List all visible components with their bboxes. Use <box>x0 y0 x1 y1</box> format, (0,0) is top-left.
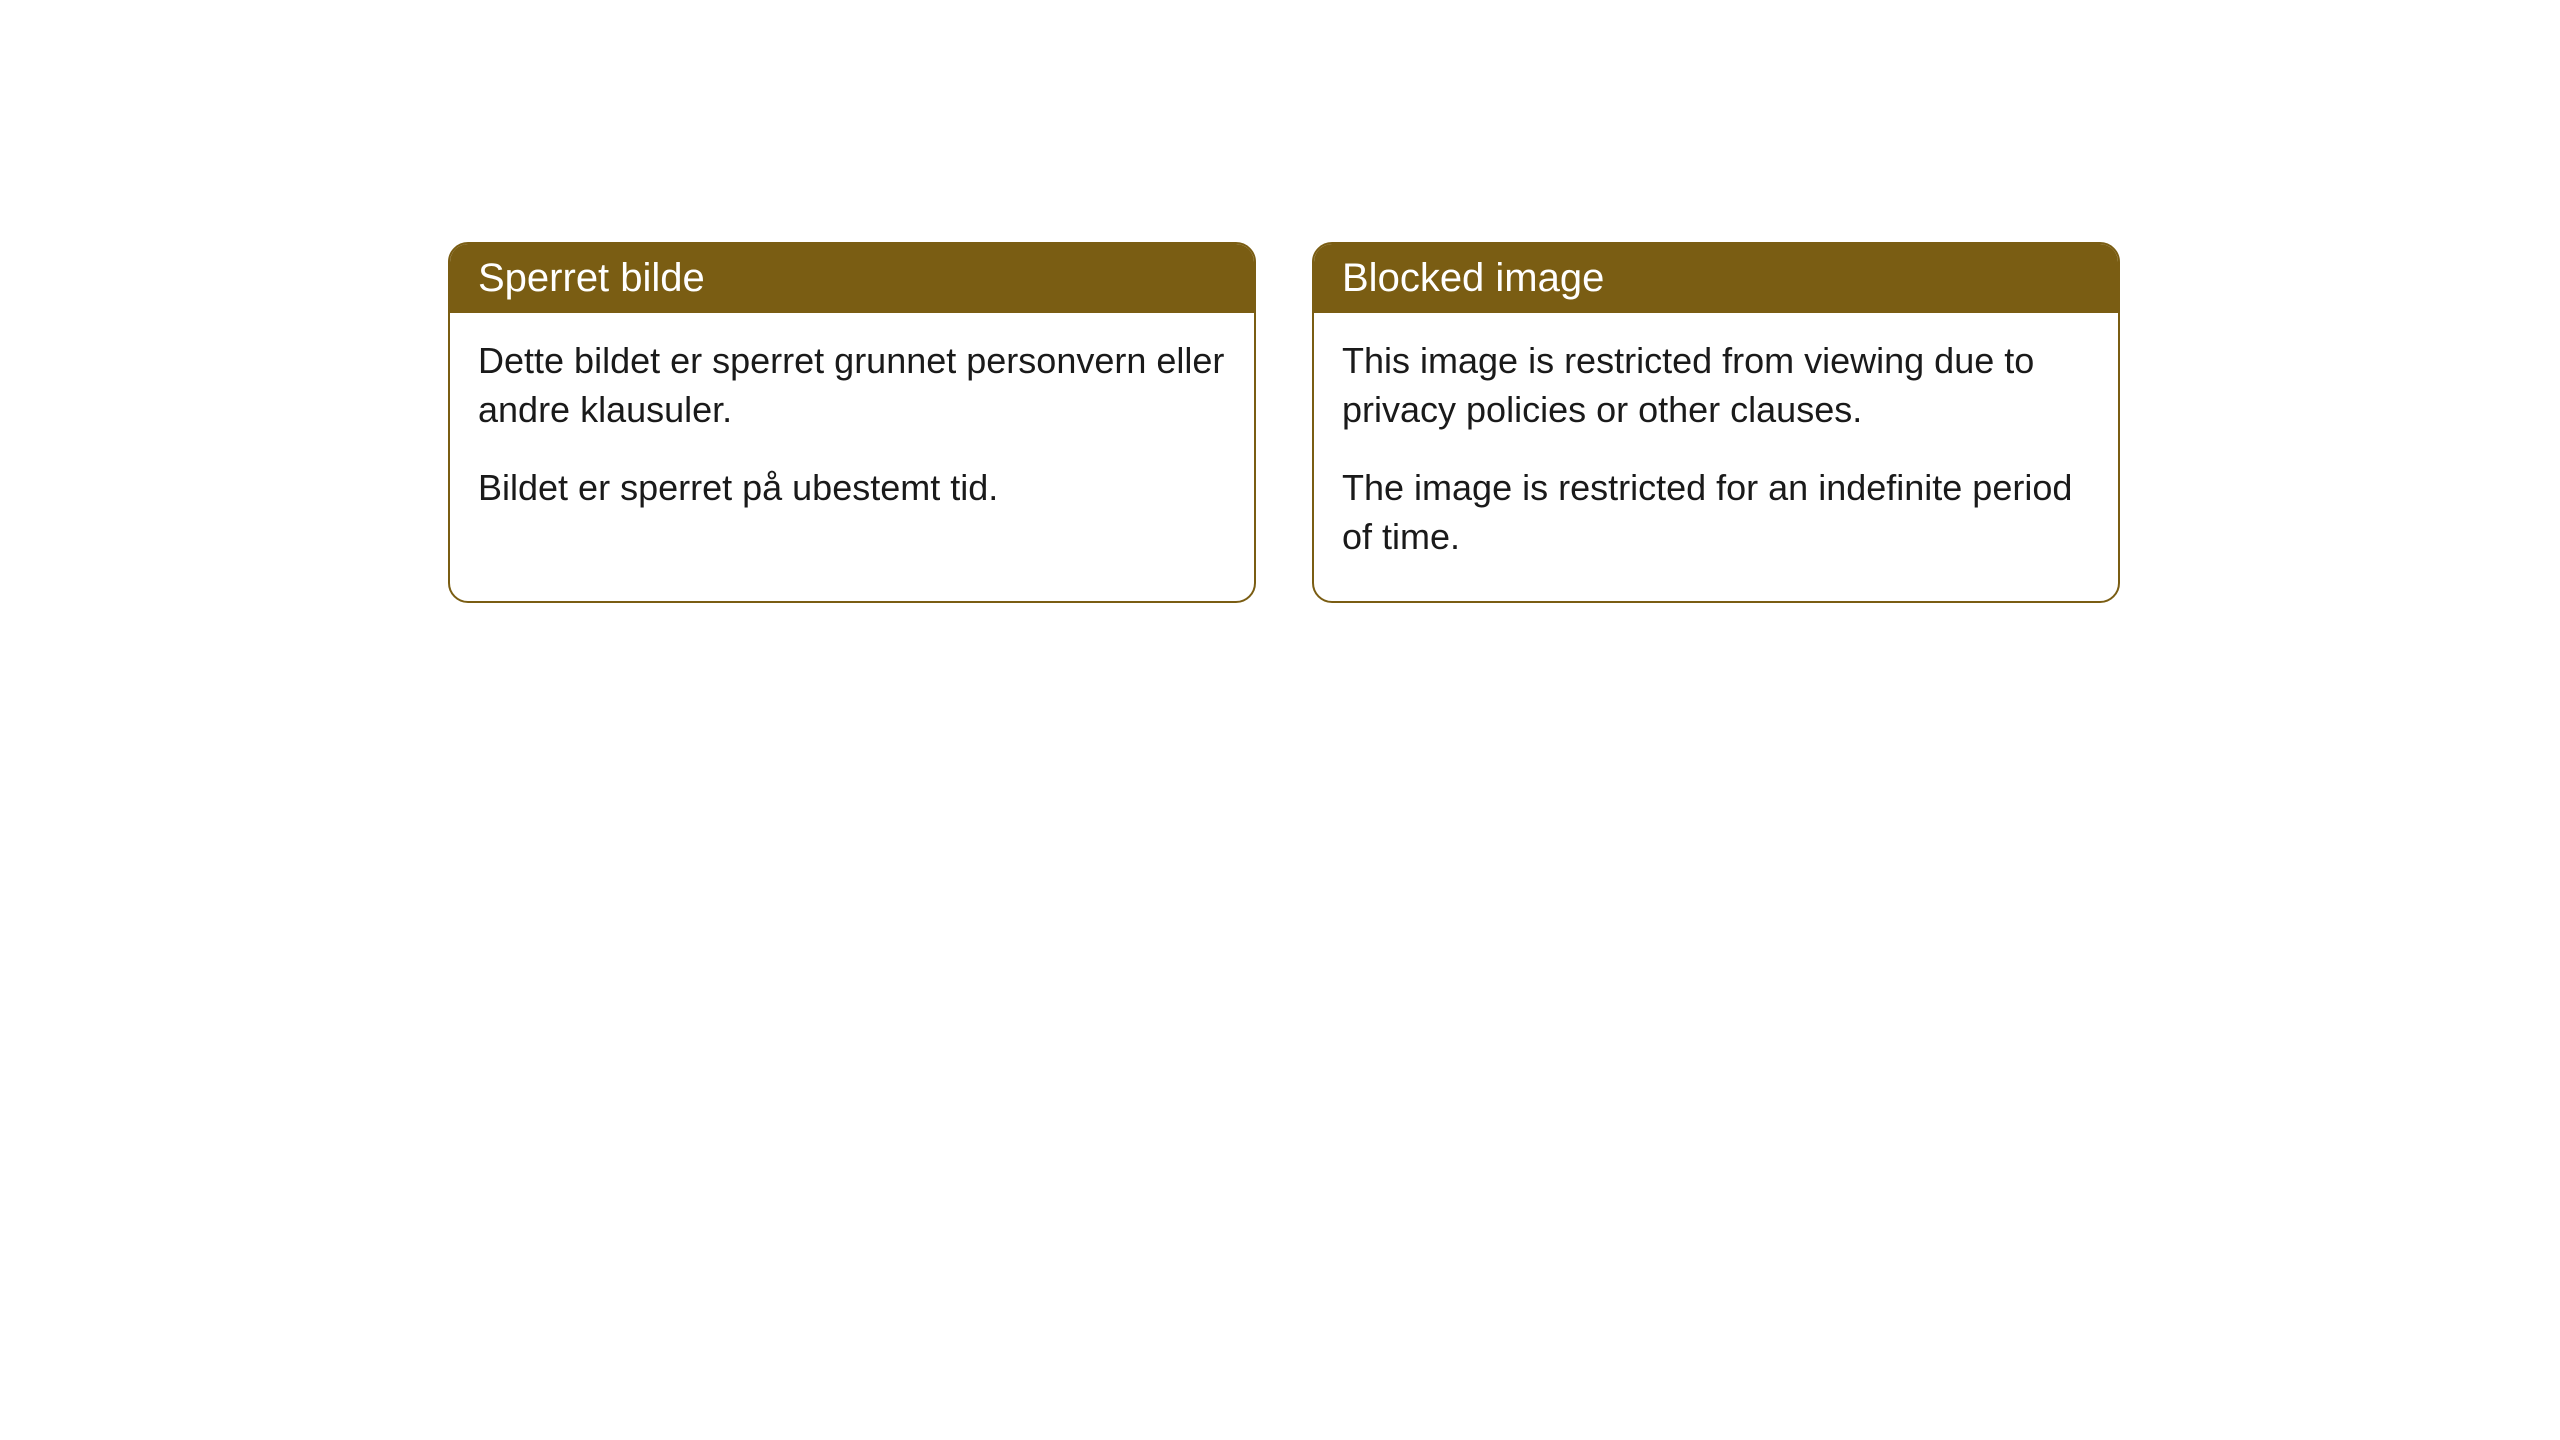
card-paragraph: Dette bildet er sperret grunnet personve… <box>478 337 1226 434</box>
card-title: Blocked image <box>1342 256 1604 300</box>
notice-card-english: Blocked image This image is restricted f… <box>1312 242 2120 603</box>
card-paragraph: This image is restricted from viewing du… <box>1342 337 2090 434</box>
card-paragraph: Bildet er sperret på ubestemt tid. <box>478 464 1226 513</box>
card-body: Dette bildet er sperret grunnet personve… <box>450 313 1254 553</box>
card-title: Sperret bilde <box>478 256 705 300</box>
card-header: Blocked image <box>1314 244 2118 313</box>
card-header: Sperret bilde <box>450 244 1254 313</box>
card-body: This image is restricted from viewing du… <box>1314 313 2118 601</box>
notice-cards-container: Sperret bilde Dette bildet er sperret gr… <box>448 242 2120 603</box>
notice-card-norwegian: Sperret bilde Dette bildet er sperret gr… <box>448 242 1256 603</box>
card-paragraph: The image is restricted for an indefinit… <box>1342 464 2090 561</box>
